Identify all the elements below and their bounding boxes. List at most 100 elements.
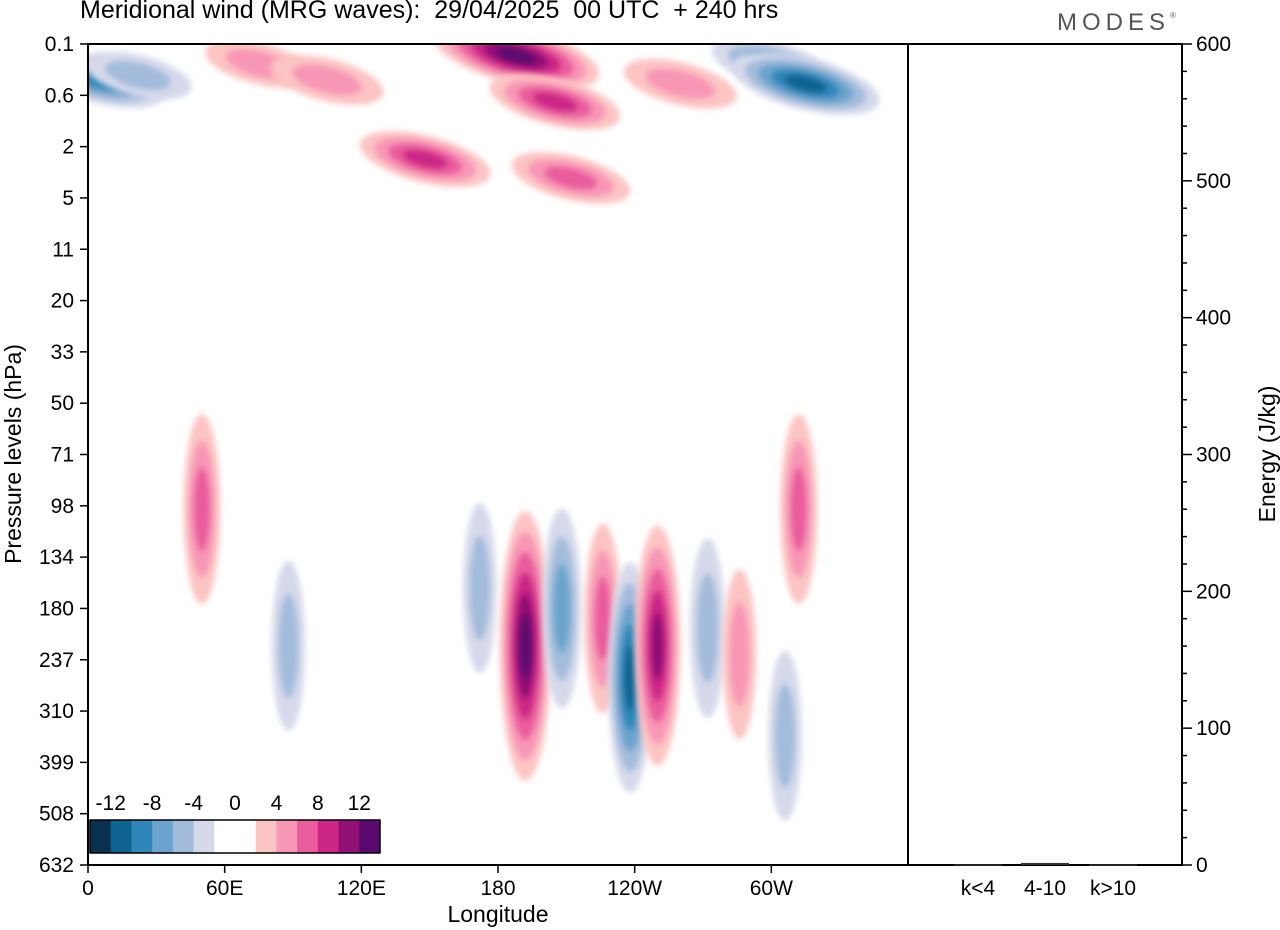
energy-tick-label: 300 [1196,444,1231,467]
energy-bar [954,864,1002,866]
pressure-tick-label: 237 [39,649,74,672]
contour-level [402,149,448,169]
negative-anomaly [689,538,726,719]
colorbar-swatch [338,820,360,853]
positive-anomaly [489,73,621,130]
negative-anomaly [271,560,306,731]
heatmap-field [88,44,880,821]
contour-level [519,613,532,679]
pressure-tick-label: 20 [51,290,74,313]
pressure-tick-label: 632 [39,854,74,877]
positive-anomaly [183,414,221,605]
energy-tick-label: 100 [1196,717,1231,740]
colorbar-swatch [152,820,174,853]
contour-level [594,576,611,661]
positive-anomaly [623,58,737,109]
positive-anomaly [511,152,631,204]
negative-anomaly [88,51,192,100]
colorbar-label: -4 [184,792,203,815]
pressure-tick-label: 5 [62,187,74,210]
longitude-axis: 0 60E 120E 180 120W 60W [82,865,793,900]
positive-anomaly [780,414,818,605]
colorbar-swatch [90,820,112,853]
colorbar-label: 4 [271,792,283,815]
pressure-tick-label: 0.1 [45,33,74,56]
energy-category-label: 4-10 [1024,877,1066,900]
energy-panel-frame [907,43,1183,866]
colorbar-swatch [235,820,257,853]
pressure-tick-label: 71 [51,444,74,467]
pressure-tick-label: 310 [39,700,74,723]
pressure-tick-label: 98 [51,495,74,518]
energy-category-label: k<4 [961,877,996,900]
pressure-tick-label: 0.6 [45,84,74,107]
colorbar-swatch [297,820,319,853]
colorbar-swatch [172,820,195,853]
colorbar-label: 8 [312,792,324,815]
colorbar-label: 12 [348,792,371,815]
pressure-tick-label: 2 [62,136,74,159]
energy-bar [1089,864,1137,866]
contour-level [292,64,362,96]
longitude-tick-label: 180 [480,877,515,900]
contour-level [645,68,715,100]
colorbar-legend: -12 -8 -4 0 4 8 12 [89,792,381,854]
brand-logo: MODES® [1057,9,1176,37]
colorbar-swatch [193,820,215,853]
contour-level [790,466,807,552]
chart-title: Meridional wind (MRG waves): 29/04/2025 … [80,0,779,24]
energy-category-label: k>10 [1090,877,1136,900]
colorbar-label: -8 [143,792,162,815]
colorbar-swatch [131,820,153,853]
colorbar-swatch [110,820,132,853]
negative-anomaly [542,508,582,709]
contour-level [696,572,719,684]
contour-level [729,601,750,707]
colorbar-swatch [214,820,236,853]
contour-level [784,74,827,93]
longitude-tick-label: 120E [337,877,386,900]
colorbar-swatch [317,820,340,853]
brand-mark: ® [1170,11,1176,20]
pressure-tick-label: 508 [39,803,74,826]
contour-level [105,60,172,91]
colorbar-swatch [255,820,277,853]
energy-bar [1021,862,1069,865]
positive-anomaly [270,54,384,105]
colorbar-swatch [276,820,298,853]
contour-level [469,535,491,641]
positive-anomaly [359,131,491,188]
contour-level [774,683,796,789]
y-axis-title: Pressure levels (hPa) [0,344,26,564]
longitude-tick-label: 0 [82,877,94,900]
energy-tick-label: 400 [1196,307,1231,330]
energy-axis: 0 100 200 300 400 500 600 [1182,33,1231,877]
contour-level [623,644,637,711]
positive-anomaly [634,525,681,766]
pressure-tick-label: 180 [39,597,74,620]
brand-text: MODES [1057,9,1171,36]
negative-anomaly [731,52,880,115]
contour-level [496,47,537,64]
longitude-tick-label: 120W [607,877,662,900]
contour-level [544,166,598,190]
energy-tick-label: 500 [1196,170,1231,193]
longitude-tick-label: 60W [750,877,793,900]
x-axis-title: Longitude [447,901,548,927]
colorbar-swatch [359,820,381,853]
energy-tick-label: 0 [1196,854,1208,877]
positive-anomaly [499,510,552,781]
colorbar-label: -12 [96,792,126,815]
colorbar-frame [89,819,381,854]
colorbar-label: 0 [229,792,241,815]
contour-level [278,593,299,699]
positive-anomaly [722,569,757,740]
pressure-axis: 0.1 0.6 2 5 11 20 33 50 71 98 134 180 237 310 399 508 63… [39,33,88,877]
energy-tick-label: 200 [1196,580,1231,603]
positive-anomaly [433,44,599,90]
contour-level [532,92,578,112]
energy-bars: k<4 4-10 k>10 [954,862,1137,900]
contour-level [553,563,571,653]
pressure-tick-label: 11 [52,238,74,261]
